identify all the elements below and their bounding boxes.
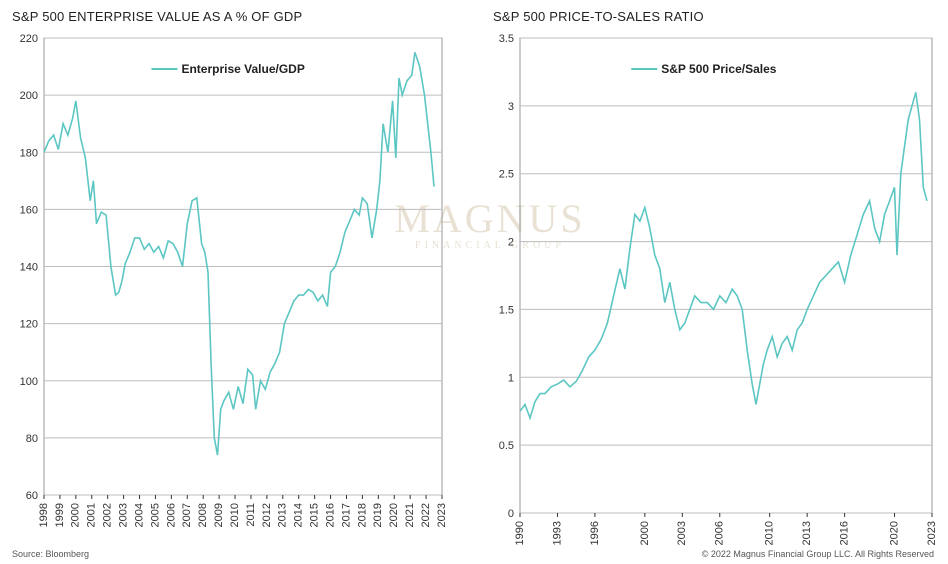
left-x-tick-label: 2010	[229, 503, 241, 527]
right-y-tick-label: 1	[508, 372, 514, 384]
right-chart-title: S&P 500 PRICE-TO-SALES RATIO	[493, 9, 704, 24]
right-series-line	[519, 92, 928, 421]
right-x-tick-label: 1993	[551, 521, 563, 545]
right-gridlines	[520, 37, 932, 514]
left-x-tick-label: 2000	[70, 503, 82, 527]
right-y-tick-label: 3	[508, 101, 514, 113]
left-x-tick-label: 2011	[245, 503, 257, 527]
left-x-tick-label: 2004	[133, 503, 145, 527]
right-y-tick-labels: 0 0.5 1 1.5 2 2.5 3 3.5	[499, 33, 514, 520]
left-x-tick-label: 1999	[54, 503, 66, 527]
left-y-tick-label: 120	[20, 319, 38, 331]
right-x-tick-label: 2003	[676, 521, 688, 545]
left-x-tick-label: 2022	[420, 503, 432, 527]
right-chart: 0 0.5 1 1.5 2 2.5 3 3.5 1990 1993 1996 2000 2003 200…	[499, 33, 938, 545]
left-legend-label: Enterprise Value/GDP	[181, 62, 304, 76]
right-x-tick-label: 2016	[839, 521, 851, 545]
left-x-tick-label: 2017	[340, 503, 352, 527]
copyright-notice: © 2022 Magnus Financial Group LLC. All R…	[701, 549, 934, 559]
left-x-tick-label: 2014	[293, 503, 305, 527]
left-x-tick-label: 2008	[197, 503, 209, 527]
right-x-tick-label: 2020	[888, 521, 900, 545]
left-x-tick-label: 2002	[102, 503, 114, 527]
left-x-tick-label: 2016	[324, 503, 336, 527]
left-y-tick-label: 100	[20, 376, 38, 388]
right-x-tick-labels: 1990 1993 1996 2000 2003 2006 2010 2013 2016 2020…	[514, 513, 938, 545]
left-x-tick-label: 2021	[404, 503, 416, 527]
left-y-tick-label: 220	[20, 33, 38, 45]
right-x-tick-label: 1990	[514, 521, 526, 545]
right-y-tick-label: 2	[508, 237, 514, 249]
left-chart: 60 80 100 120 140 160 180 200 220 1998 1999 2000 20…	[20, 33, 448, 527]
right-y-tick-label: 2.5	[499, 169, 514, 181]
left-y-tick-label: 80	[26, 433, 38, 445]
right-x-tick-label: 2013	[801, 521, 813, 545]
left-x-tick-label: 2023	[436, 503, 448, 527]
left-x-tick-label: 2003	[118, 503, 130, 527]
right-x-tick-label: 1996	[589, 521, 601, 545]
right-y-tick-label: 1.5	[499, 304, 514, 316]
left-x-tick-label: 2009	[213, 503, 225, 527]
left-x-tick-label: 2005	[149, 503, 161, 527]
right-legend: S&P 500 Price/Sales	[631, 62, 777, 76]
left-x-tick-label: 2018	[356, 503, 368, 527]
left-x-tick-label: 2019	[372, 503, 384, 527]
left-y-tick-label: 200	[20, 90, 38, 102]
source-note: Source: Bloomberg	[12, 549, 90, 559]
right-x-tick-label: 2010	[764, 521, 776, 545]
left-y-tick-label: 160	[20, 204, 38, 216]
right-x-tick-label: 2006	[714, 521, 726, 545]
left-gridlines	[44, 37, 442, 496]
left-x-tick-label: 2007	[181, 503, 193, 527]
left-x-tick-label: 2013	[277, 503, 289, 527]
right-y-tick-label: 0	[508, 508, 514, 520]
right-x-tick-label: 2023	[926, 521, 938, 545]
left-x-tick-label: 1998	[38, 503, 50, 527]
right-plot-area	[519, 37, 933, 514]
left-x-tick-label: 2006	[165, 503, 177, 527]
left-y-tick-label: 180	[20, 147, 38, 159]
left-x-tick-labels: 1998 1999 2000 2001 2002 2003 2004 2005 2006 2007…	[38, 495, 448, 527]
left-legend: Enterprise Value/GDP	[151, 62, 305, 76]
right-y-tick-label: 3.5	[499, 33, 514, 45]
left-x-tick-label: 2012	[261, 503, 273, 527]
left-x-tick-label: 2020	[388, 503, 400, 527]
left-y-tick-label: 60	[26, 490, 38, 502]
right-legend-label: S&P 500 Price/Sales	[661, 62, 777, 76]
left-chart-title: S&P 500 ENTERPRISE VALUE AS A % OF GDP	[12, 9, 303, 24]
left-y-tick-label: 140	[20, 262, 38, 274]
left-series-line	[43, 52, 435, 456]
left-y-tick-labels: 60 80 100 120 140 160 180 200 220	[20, 33, 38, 502]
left-x-tick-label: 2001	[86, 503, 98, 527]
left-x-tick-label: 2015	[309, 503, 321, 527]
right-x-tick-label: 2000	[639, 521, 651, 545]
right-y-tick-label: 0.5	[499, 440, 514, 452]
